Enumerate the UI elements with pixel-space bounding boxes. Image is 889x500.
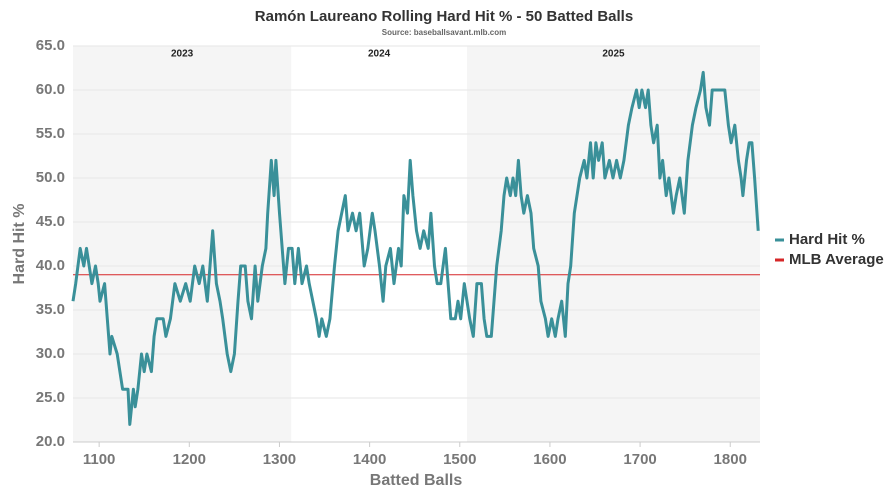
legend-label: Hard Hit % (789, 231, 865, 248)
x-tick-label: 1600 (533, 451, 566, 468)
y-tick-label: 55.0 (36, 125, 65, 142)
y-tick-label: 35.0 (36, 301, 65, 318)
y-tick-label: 60.0 (36, 81, 65, 98)
y-tick-label: 65.0 (36, 37, 65, 54)
x-tick-label: 1800 (714, 451, 747, 468)
x-tick-label: 1100 (83, 451, 116, 468)
x-axis-label: Batted Balls (370, 472, 463, 489)
x-tick-label: 1200 (173, 451, 206, 468)
chart-title: Ramón Laureano Rolling Hard Hit % - 50 B… (255, 8, 633, 25)
y-tick-label: 45.0 (36, 213, 65, 230)
season-label: 2024 (368, 49, 391, 60)
y-tick-label: 40.0 (36, 257, 65, 274)
y-tick-label: 20.0 (36, 433, 65, 450)
y-axis-label: Hard Hit % (11, 204, 28, 285)
y-tick-label: 50.0 (36, 169, 65, 186)
x-tick-label: 1500 (443, 451, 476, 468)
x-tick-label: 1700 (623, 451, 656, 468)
legend-label: MLB Average (789, 251, 884, 268)
x-tick-label: 1400 (353, 451, 386, 468)
season-label: 2025 (602, 49, 625, 60)
season-label: 2023 (171, 49, 194, 60)
y-tick-label: 25.0 (36, 389, 65, 406)
line (71, 70, 760, 426)
background (73, 46, 760, 442)
season-band (73, 46, 292, 442)
chart-subtitle: Source: baseballsavant.mlb.com (382, 28, 507, 37)
x-tick-label: 1300 (263, 451, 296, 468)
season-band (466, 46, 760, 442)
y-tick-label: 30.0 (36, 345, 65, 362)
